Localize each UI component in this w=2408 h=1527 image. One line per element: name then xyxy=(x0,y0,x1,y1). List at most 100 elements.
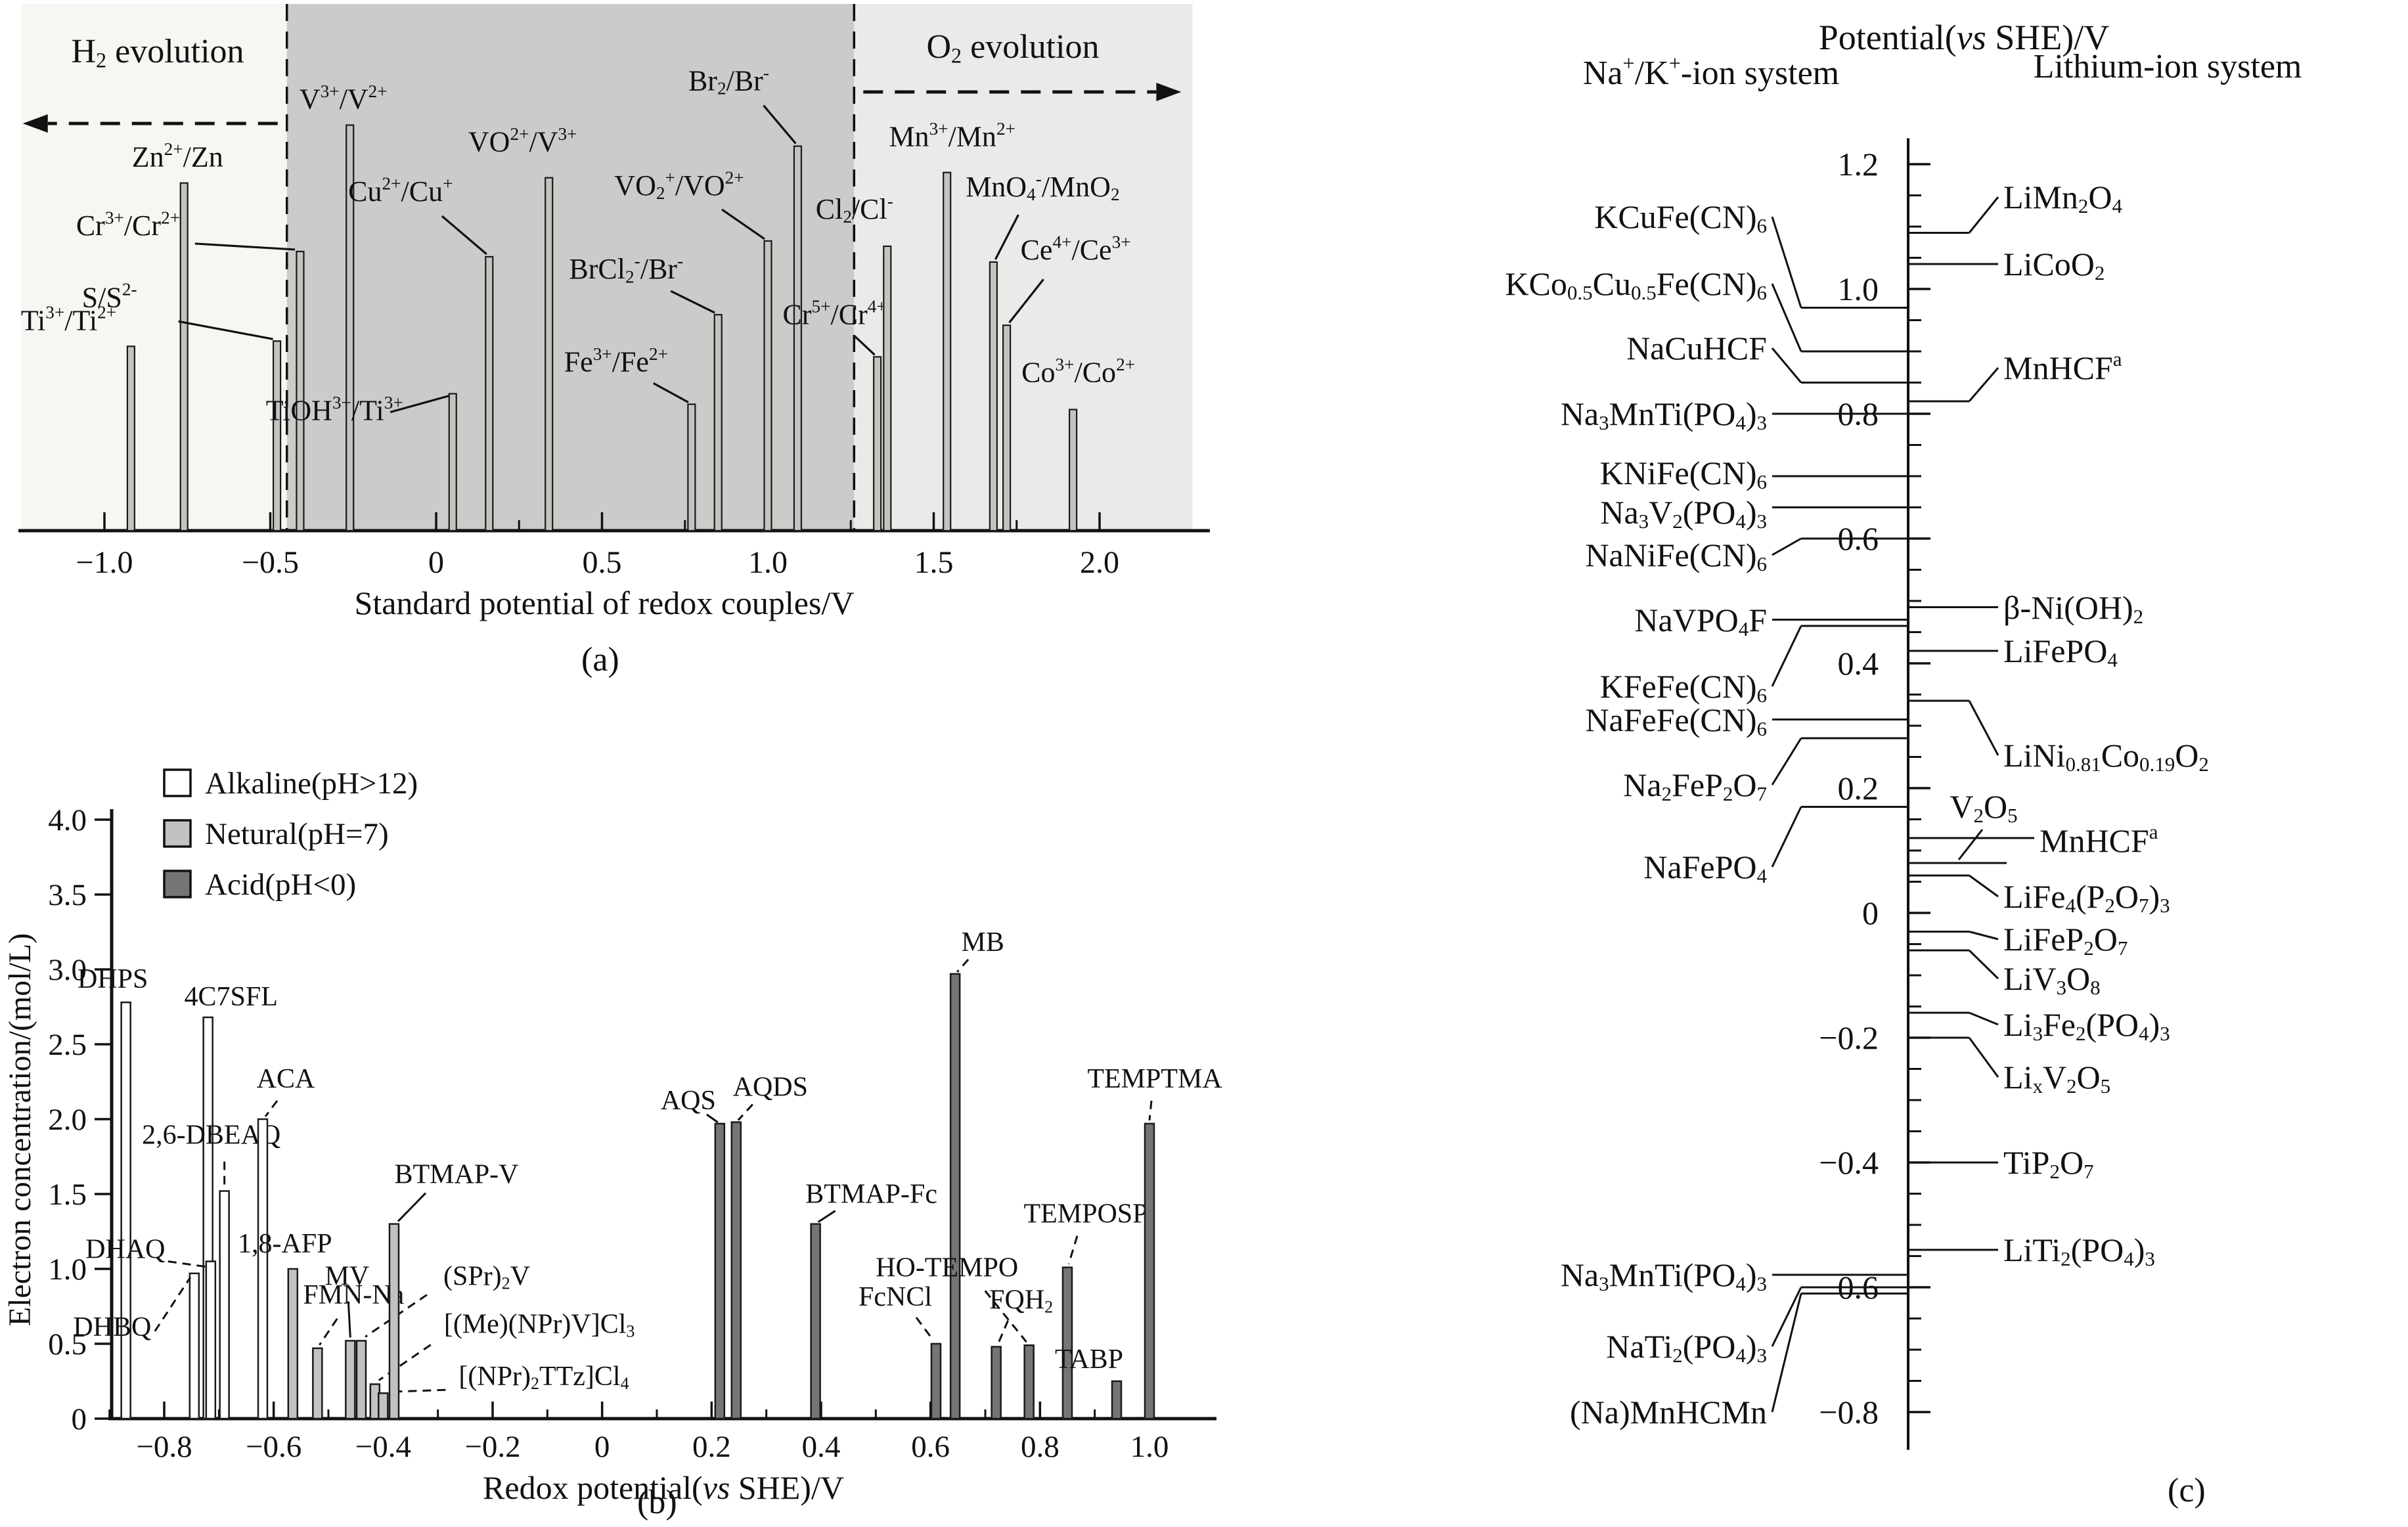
panel-c-chart: Potential(vs SHE)/VNa+/K+-ion system Lith… xyxy=(1505,18,2302,1450)
li-entry-mnhcfa-slant xyxy=(1968,367,1999,402)
na-k-entry-na2fep2o7-label: Na2FeP2O7 xyxy=(1623,766,1767,805)
bar-label: DHAQ xyxy=(85,1235,165,1265)
x-tick-label: −1.0 xyxy=(76,545,133,580)
bar-dhaq xyxy=(205,1260,217,1420)
y-tick-label: 1.0 xyxy=(48,1252,87,1287)
bar-label: MB xyxy=(961,927,1004,958)
bar-tabp xyxy=(1111,1380,1123,1420)
li-entry-mnhcfa-label: MnHCFa xyxy=(2040,820,2158,859)
axis-tick-label: 0 xyxy=(1862,895,1879,931)
bar-label: HO-TEMPO xyxy=(876,1252,1018,1283)
bar-tioh3ti3 xyxy=(448,393,457,532)
bar-pointer xyxy=(670,290,715,314)
li-entry-lini081co019o2-slant xyxy=(1968,700,1999,756)
bar-pointer xyxy=(721,208,765,240)
li-entry-lifep2o7-label: LiFeP2O7 xyxy=(2003,921,2128,960)
na-k-entry-na3mntipo43-label: Na3MnTi(PO4)3 xyxy=(1561,1256,1767,1295)
li-entry-lini081co019o2-label: LiNi0.81Co0.19O2 xyxy=(2003,737,2209,776)
bar-pointer-dash xyxy=(984,1290,1027,1343)
bar-label: FcNCl xyxy=(858,1282,932,1312)
panel-b-chart: 0 0.5 1.0 1.5 2.0 2.5 3.0 3.5 4.0 −0.8 −0.6 −0.4 −0.… xyxy=(3,766,1222,1506)
bar-pointer-solid xyxy=(347,1301,351,1338)
bar-pointer-dash xyxy=(915,1317,935,1341)
bar-label: V3+/V2+ xyxy=(300,81,388,116)
bar-cl2cl xyxy=(883,245,892,532)
na-k-entry-nati2po43-slant xyxy=(1771,1287,1802,1347)
axis-tick-label: −0.4 xyxy=(1819,1144,1879,1181)
bar-label: TABP xyxy=(1055,1344,1123,1375)
na-k-entry-nacuhcf-label: NaCuHCF xyxy=(1626,330,1767,366)
na-k-entry-nafepo4-slant xyxy=(1771,806,1802,868)
li-entry-limn2o4-slant xyxy=(1968,196,1999,234)
li-entry-life4p2o73-label: LiFe4(P2O7)3 xyxy=(2003,878,2170,917)
bar-pointer-dash xyxy=(378,1344,432,1381)
na-k-entry-namnhcmn-slant xyxy=(1771,1293,1802,1413)
na-k-entry-namnhcmn-label: (Na)MnHCMn xyxy=(1570,1394,1767,1430)
region-mid xyxy=(286,4,855,531)
x-tick-label: 1.0 xyxy=(1130,1430,1169,1464)
legend-label-alkaline: Alkaline(pH>12) xyxy=(205,766,418,801)
axis-tick-label: −0.2 xyxy=(1819,1019,1879,1056)
bar-fqh2 xyxy=(991,1346,1002,1420)
axis-tick-label: 1.2 xyxy=(1838,146,1879,183)
na-k-entry-nafepo4-label: NaFePO4 xyxy=(1643,849,1767,887)
na-k-entry-na3mntipo43-label: Na3MnTi(PO4)3 xyxy=(1561,395,1767,434)
bar-aqs xyxy=(714,1122,726,1420)
x-tick-label: 0.8 xyxy=(1021,1430,1059,1464)
bar-vo2v3 xyxy=(545,177,554,532)
bar-label: Cu2+/Cu+ xyxy=(348,173,453,208)
bar-label: VO2+/VO2+ xyxy=(614,167,744,203)
bar-pointer xyxy=(390,394,450,414)
bar-ce4ce3 xyxy=(1002,324,1012,532)
y-tick-label: 3.5 xyxy=(48,878,87,912)
bar-label: Zn2+/Zn xyxy=(132,139,223,173)
bar-pointer xyxy=(1008,278,1044,324)
bar-label: AQS xyxy=(661,1086,716,1116)
bar-pointer-solid xyxy=(817,1210,836,1223)
bar-co3co2 xyxy=(1068,409,1078,532)
bar-label: FMN-Na xyxy=(303,1280,404,1310)
axis-tick-label: 1.0 xyxy=(1838,271,1879,307)
bar-fcncl xyxy=(930,1342,942,1420)
bar-spr2v xyxy=(355,1340,367,1420)
bar-label: Ti3+/Ti2+ xyxy=(21,303,116,337)
bar-pointer-solid xyxy=(397,1192,427,1222)
bar-btmapfc xyxy=(810,1223,821,1420)
bar-label: Cr3+/Cr2+ xyxy=(76,208,180,242)
na-k-entry-knifecn6-label: KNiFe(CN)6 xyxy=(1600,454,1767,493)
bar-v3v2 xyxy=(346,124,355,532)
bar-label: 1,8-AFP xyxy=(238,1229,332,1259)
axis-tick-label: −0.8 xyxy=(1819,1394,1879,1430)
bar-label: 4C7SFL xyxy=(184,982,277,1012)
bar-label: Br2/Br- xyxy=(688,63,769,99)
region-label: O2 evolution xyxy=(926,28,1099,67)
bar-label: BrCl2-/Br- xyxy=(569,252,683,287)
bar-mno4mno2 xyxy=(989,261,998,532)
li-entry-li3fe2po43-label: Li3Fe2(PO4)3 xyxy=(2003,1006,2170,1045)
axis-tick-label: 0.4 xyxy=(1838,645,1879,682)
y-tick-label: 2.5 xyxy=(48,1028,87,1062)
bar-label: DHPS xyxy=(78,964,148,994)
bar-hotempo xyxy=(1023,1344,1035,1420)
bar-mb xyxy=(949,973,961,1420)
li-entry-limn2o4-label: LiMn2O4 xyxy=(2003,179,2123,217)
bar-label: ACA xyxy=(257,1064,315,1094)
bar-label: [(Me)(NPr)V]Cl3 xyxy=(444,1310,635,1341)
bar-label: VO2+/V3+ xyxy=(468,124,577,158)
bar-label: S/S2- xyxy=(82,280,137,314)
na-k-entry-na3v2po43-label: Na3V2(PO4)3 xyxy=(1600,494,1767,533)
bar-label: Cl2/Cl- xyxy=(816,191,893,227)
panel-a-chart: H2 evolution O2 evolution −1.0 −0.5 0 0.5 1.0 1… xyxy=(18,4,1210,621)
bar-26dbeaq xyxy=(219,1190,230,1420)
x-tick-label: 1.5 xyxy=(914,545,954,580)
x-tick-label: −0.6 xyxy=(246,1430,301,1464)
li-entry-lixv2o5-label: LixV2O5 xyxy=(2003,1059,2110,1097)
bar-label: BTMAP-V xyxy=(394,1160,518,1190)
bar-temptma xyxy=(1144,1122,1155,1420)
bar-label: Cr5+/Cr4+ xyxy=(783,297,887,331)
li-entry-lifep2o7-slant xyxy=(1969,931,1999,941)
bar-label: MV xyxy=(324,1261,369,1291)
li-entry-liv3o8-label: LiV3O8 xyxy=(2003,960,2101,999)
y-tick-label: 0.5 xyxy=(48,1327,87,1361)
